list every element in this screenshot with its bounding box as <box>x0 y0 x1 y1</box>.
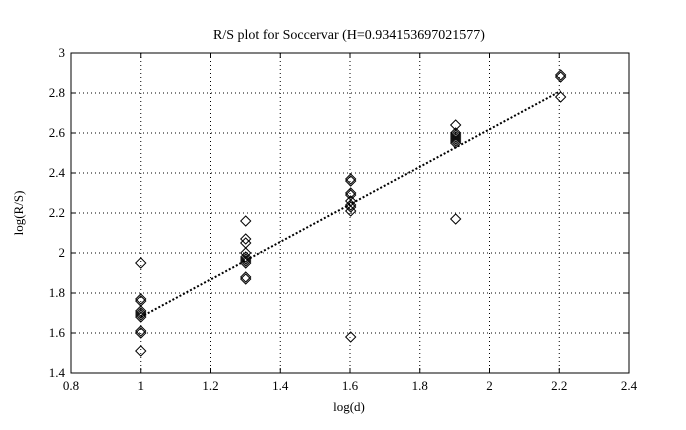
data-point-diamond <box>240 273 252 285</box>
x-tick-label: 2 <box>486 378 493 393</box>
x-axis-label: log(d) <box>333 399 365 414</box>
x-tick-label: 1.8 <box>412 378 428 393</box>
data-point-diamond <box>135 309 147 321</box>
data-point-diamond <box>240 255 252 267</box>
y-tick-label: 3 <box>59 45 66 60</box>
y-tick-label: 2 <box>59 245 66 260</box>
x-tick-label: 2.4 <box>621 378 638 393</box>
x-tick-label: 0.8 <box>63 378 79 393</box>
data-point-diamond <box>344 187 357 199</box>
x-tick-label: 2.2 <box>551 378 567 393</box>
fit-line <box>140 90 562 318</box>
data-point-diamond <box>135 293 147 305</box>
data-point-diamond <box>240 237 252 249</box>
data-point-diamond <box>135 305 147 317</box>
data-point-diamond <box>344 331 357 343</box>
data-point-diamond <box>554 91 567 103</box>
data-point-diamond <box>135 325 147 337</box>
data-point-diamond <box>344 199 357 211</box>
grid <box>71 53 629 373</box>
data-point-diamond <box>240 257 252 269</box>
data-point-diamond <box>240 271 252 283</box>
data-point-diamond <box>449 129 462 141</box>
x-tick-label: 1 <box>138 378 145 393</box>
y-tick-label: 2.2 <box>49 205 65 220</box>
data-point-diamond <box>135 345 147 357</box>
data-point-diamond <box>554 69 567 81</box>
data-point-diamond <box>240 253 252 265</box>
x-tick-label: 1.6 <box>342 378 359 393</box>
data-point-diamond <box>449 135 462 147</box>
y-tick-label: 2.4 <box>49 165 66 180</box>
y-axis-label: log(R/S) <box>11 191 26 236</box>
fit-line-group <box>140 90 562 318</box>
data-point-diamond <box>135 327 147 339</box>
y-tick-label: 1.8 <box>49 285 65 300</box>
data-point-diamond <box>344 201 357 213</box>
data-point-diamond <box>240 215 252 227</box>
data-point-diamond <box>449 137 462 149</box>
data-point-diamond <box>449 213 462 225</box>
data-point-diamond <box>449 133 462 145</box>
y-tick-label: 1.6 <box>49 325 66 340</box>
data-point-diamond <box>240 251 252 263</box>
data-points <box>135 69 567 357</box>
y-tick-label: 2.6 <box>49 125 66 140</box>
data-point-diamond <box>240 233 252 245</box>
data-point-diamond <box>344 205 357 217</box>
data-point-diamond <box>344 173 357 185</box>
axis-ticks: 0.8 1 1.2 1.4 1.6 1.8 2 2.2 2.4 1.4 1.6 1.8 2 2.2 2.4 2… <box>49 45 638 393</box>
x-tick-label: 1.2 <box>202 378 218 393</box>
data-point-diamond <box>135 307 147 319</box>
data-point-diamond <box>135 311 147 323</box>
data-point-diamond <box>344 175 357 187</box>
data-point-diamond <box>449 131 462 143</box>
x-tick-label: 1.4 <box>272 378 289 393</box>
chart-title: R/S plot for Soccervar (H=0.934153697021… <box>213 28 485 43</box>
y-tick-label: 1.4 <box>49 365 66 380</box>
data-point-diamond <box>135 257 147 269</box>
y-tick-label: 2.8 <box>49 85 65 100</box>
data-point-diamond <box>554 71 567 83</box>
